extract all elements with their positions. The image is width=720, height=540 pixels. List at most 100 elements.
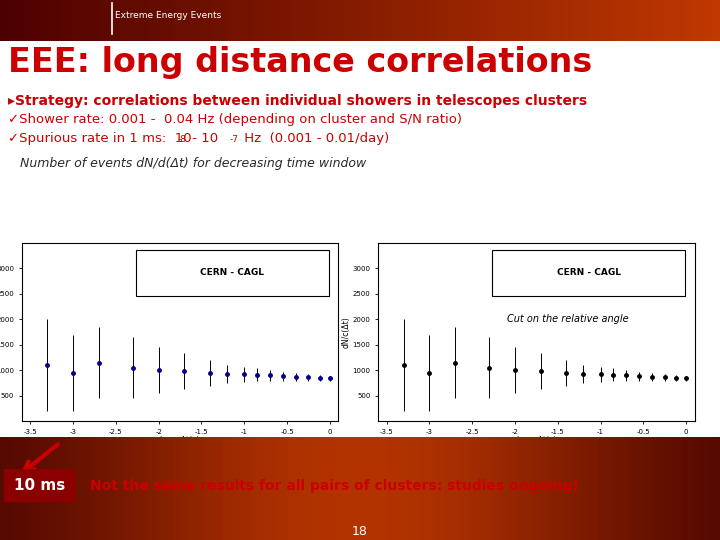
Bar xyxy=(468,0,472,40)
Bar xyxy=(466,437,468,540)
Bar xyxy=(166,437,168,540)
Bar xyxy=(192,437,194,540)
Bar xyxy=(493,0,497,40)
Bar xyxy=(324,437,326,540)
Bar xyxy=(713,0,716,40)
Bar xyxy=(562,437,564,540)
Bar xyxy=(367,0,371,40)
Bar xyxy=(369,437,372,540)
Bar xyxy=(139,437,142,540)
Bar xyxy=(531,437,533,540)
Bar xyxy=(271,437,274,540)
Bar xyxy=(425,437,427,540)
Bar xyxy=(348,437,351,540)
Bar xyxy=(650,437,653,540)
Bar xyxy=(641,437,643,540)
Bar xyxy=(41,437,43,540)
Bar xyxy=(283,437,286,540)
Bar xyxy=(644,0,648,40)
Bar xyxy=(180,0,184,40)
Bar xyxy=(198,0,202,40)
Bar xyxy=(286,437,288,540)
Bar xyxy=(4,0,7,40)
Bar xyxy=(461,437,463,540)
Bar xyxy=(554,437,557,540)
Bar xyxy=(621,437,624,540)
Bar xyxy=(583,0,587,40)
Bar xyxy=(648,437,650,540)
Bar xyxy=(79,437,81,540)
Bar xyxy=(569,0,572,40)
Bar xyxy=(234,0,238,40)
Bar xyxy=(319,437,322,540)
Bar xyxy=(439,437,441,540)
Bar xyxy=(245,437,247,540)
Bar xyxy=(261,437,264,540)
Bar xyxy=(686,437,689,540)
Bar xyxy=(662,0,666,40)
Bar xyxy=(79,0,83,40)
Bar xyxy=(605,437,607,540)
Bar xyxy=(216,437,218,540)
Bar xyxy=(688,0,691,40)
Bar xyxy=(441,437,444,540)
Text: 18: 18 xyxy=(352,525,368,538)
Bar xyxy=(427,437,430,540)
Bar xyxy=(72,437,74,540)
Bar xyxy=(216,0,220,40)
FancyBboxPatch shape xyxy=(135,250,329,296)
Bar xyxy=(241,0,245,40)
Bar xyxy=(518,437,521,540)
Bar xyxy=(374,0,378,40)
Bar xyxy=(464,0,468,40)
Text: - 10: - 10 xyxy=(188,132,218,145)
Bar xyxy=(326,437,329,540)
Bar xyxy=(185,437,187,540)
Bar xyxy=(142,437,144,540)
Bar xyxy=(307,437,310,540)
Bar xyxy=(360,437,362,540)
Bar xyxy=(636,437,639,540)
Bar xyxy=(43,0,47,40)
Bar xyxy=(689,437,691,540)
Bar xyxy=(83,0,86,40)
Bar xyxy=(544,0,547,40)
Bar xyxy=(0,0,4,40)
Bar xyxy=(684,437,686,540)
Bar xyxy=(223,437,225,540)
Bar xyxy=(421,0,425,40)
Bar xyxy=(634,437,636,540)
Bar xyxy=(379,437,382,540)
Bar xyxy=(274,437,276,540)
Bar xyxy=(387,437,389,540)
Bar xyxy=(646,437,648,540)
Bar xyxy=(137,0,140,40)
Bar xyxy=(18,0,22,40)
Bar xyxy=(562,0,565,40)
Bar xyxy=(487,437,490,540)
Bar xyxy=(122,437,125,540)
Bar xyxy=(194,437,197,540)
Bar xyxy=(713,437,715,540)
Bar xyxy=(68,0,72,40)
Bar xyxy=(408,437,410,540)
Bar xyxy=(202,0,205,40)
Bar xyxy=(50,437,53,540)
Bar xyxy=(353,0,356,40)
Bar xyxy=(17,437,19,540)
Bar xyxy=(27,437,29,540)
Bar xyxy=(133,0,137,40)
Bar xyxy=(31,437,34,540)
Bar xyxy=(50,0,54,40)
Bar xyxy=(218,437,221,540)
Bar xyxy=(295,437,297,540)
Bar xyxy=(204,437,207,540)
Bar xyxy=(576,437,578,540)
FancyBboxPatch shape xyxy=(4,469,76,502)
Bar xyxy=(482,437,485,540)
Text: ▸Strategy: correlations between individual showers in telescopes clusters: ▸Strategy: correlations between individu… xyxy=(8,93,587,107)
Bar xyxy=(485,437,487,540)
Bar xyxy=(617,437,619,540)
Bar xyxy=(263,0,266,40)
Bar xyxy=(653,437,655,540)
